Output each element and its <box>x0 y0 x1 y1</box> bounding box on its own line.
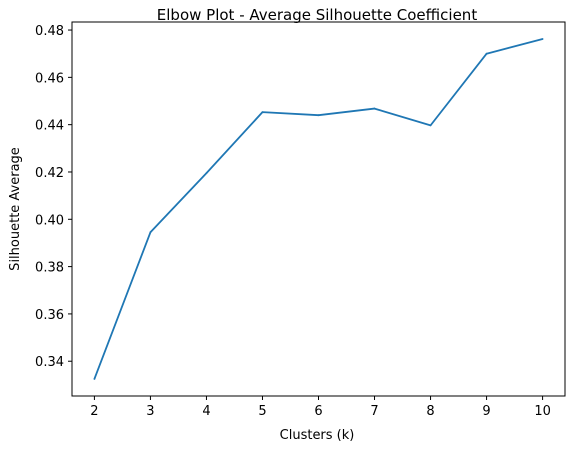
y-tick-label: 0.34 <box>35 355 64 370</box>
x-tick-label: 6 <box>314 404 322 419</box>
data-point <box>93 378 96 380</box>
data-point <box>149 231 152 234</box>
x-tick-label: 10 <box>534 404 551 419</box>
x-tick-label: 2 <box>90 404 98 419</box>
y-tick-label: 0.44 <box>35 119 64 134</box>
x-tick-label: 5 <box>258 404 266 419</box>
data-point <box>429 124 432 127</box>
y-axis: 0.34 0.36 0.38 0.40 0.42 0.44 0.46 0.48 <box>35 24 72 370</box>
x-tick-label: 4 <box>202 404 210 419</box>
x-tick-label: 7 <box>370 404 378 419</box>
data-point <box>485 52 488 55</box>
x-axis-label: Clusters (k) <box>280 428 355 443</box>
series-line <box>93 38 543 380</box>
data-point <box>541 38 544 40</box>
x-axis: 2 3 4 5 6 7 8 9 10 <box>90 396 551 419</box>
data-point <box>261 111 264 114</box>
y-tick-label: 0.36 <box>35 308 64 323</box>
y-tick-label: 0.40 <box>35 213 64 228</box>
x-tick-label: 9 <box>482 404 490 419</box>
y-tick-label: 0.46 <box>35 71 64 86</box>
x-tick-label: 3 <box>146 404 154 419</box>
x-tick-label: 8 <box>426 404 434 419</box>
y-tick-label: 0.48 <box>35 24 64 39</box>
data-point <box>205 172 208 175</box>
axes-frame <box>71 21 566 397</box>
chart-title: Elbow Plot - Average Silhouette Coeffici… <box>157 6 478 24</box>
y-tick-label: 0.42 <box>35 166 64 181</box>
data-point <box>373 107 376 110</box>
data-point <box>317 114 320 117</box>
y-axis-label: Silhouette Average <box>8 147 23 271</box>
y-tick-label: 0.38 <box>35 261 64 276</box>
series-layer <box>93 38 544 380</box>
